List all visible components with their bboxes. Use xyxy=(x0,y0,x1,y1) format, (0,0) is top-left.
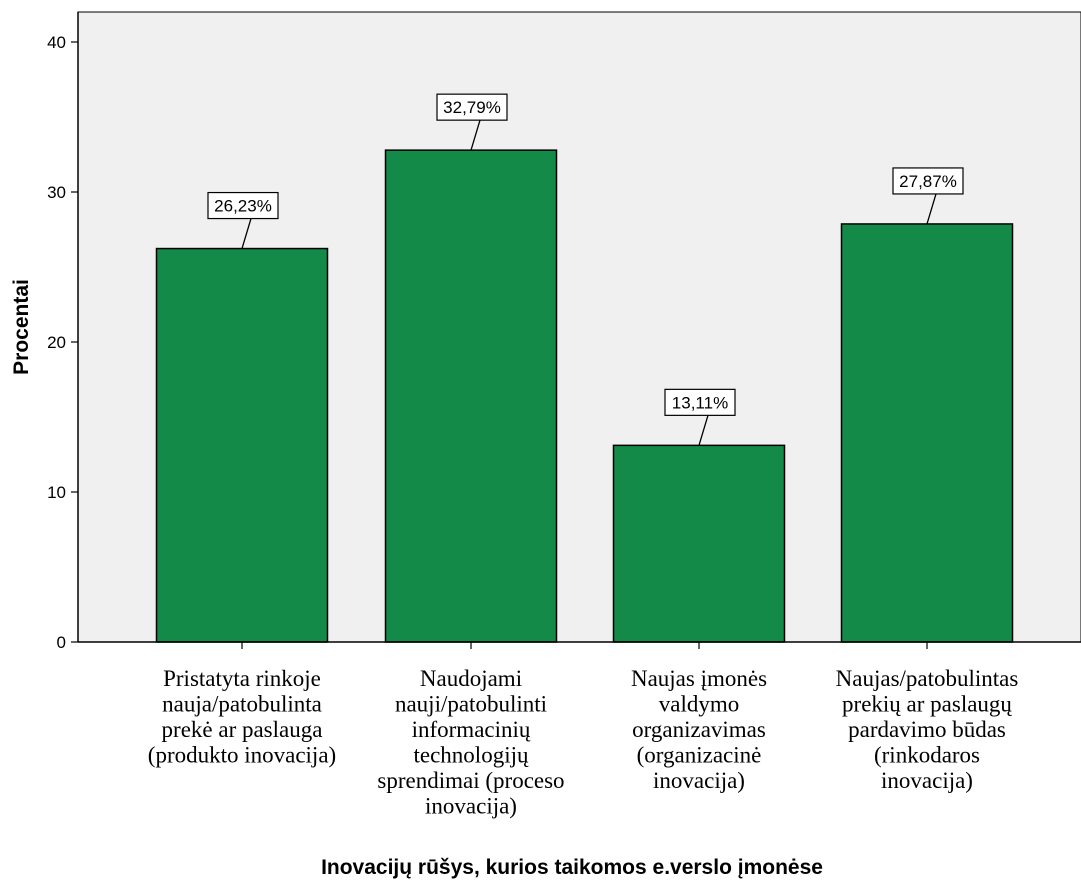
y-axis-ticks: 0 10 20 30 40 xyxy=(47,33,78,652)
y-tick-label: 40 xyxy=(47,33,66,52)
y-axis-title: Procentai xyxy=(10,279,33,375)
bar xyxy=(155,247,329,643)
data-label-leader xyxy=(241,218,252,249)
category-label: Naudojami nauji/patobulinti informacinių te… xyxy=(377,666,564,819)
data-label: 26,23% xyxy=(214,197,272,216)
category-label: Pristatyta rinkoje nauja/patobulinta prekė… xyxy=(148,666,336,768)
category-labels: Pristatyta rinkoje nauja/patobulinta prekė… xyxy=(148,642,1019,819)
data-label: 32,79% xyxy=(443,98,501,117)
bar xyxy=(612,444,786,643)
data-label-leader xyxy=(926,193,937,225)
data-label: 27,87% xyxy=(899,172,957,191)
x-axis-title: Inovacijų rūšys, kurios taikomos e.versl… xyxy=(321,856,823,879)
category-label: Naujas įmonės valdymo organizavimas (organi… xyxy=(631,666,767,793)
data-label: 13,11% xyxy=(672,393,728,412)
y-tick-label: 10 xyxy=(47,483,66,502)
y-tick-label: 0 xyxy=(57,633,66,652)
data-label-box xyxy=(892,167,964,195)
data-label-box xyxy=(664,388,736,416)
data-label-box xyxy=(436,93,508,121)
category-label: Naujas/patobulintas prekių ar paslaugų par… xyxy=(836,666,1019,793)
data-label-box xyxy=(207,191,279,220)
y-tick-label: 20 xyxy=(47,333,66,352)
y-tick-label: 30 xyxy=(47,183,66,202)
bar xyxy=(840,223,1014,643)
bar xyxy=(384,149,558,643)
data-label-leader xyxy=(698,415,709,446)
data-label-leader xyxy=(470,119,481,151)
data-labels: 26,23% 32,79% 13,11% 27,87% xyxy=(207,93,964,446)
bars xyxy=(155,149,1014,643)
